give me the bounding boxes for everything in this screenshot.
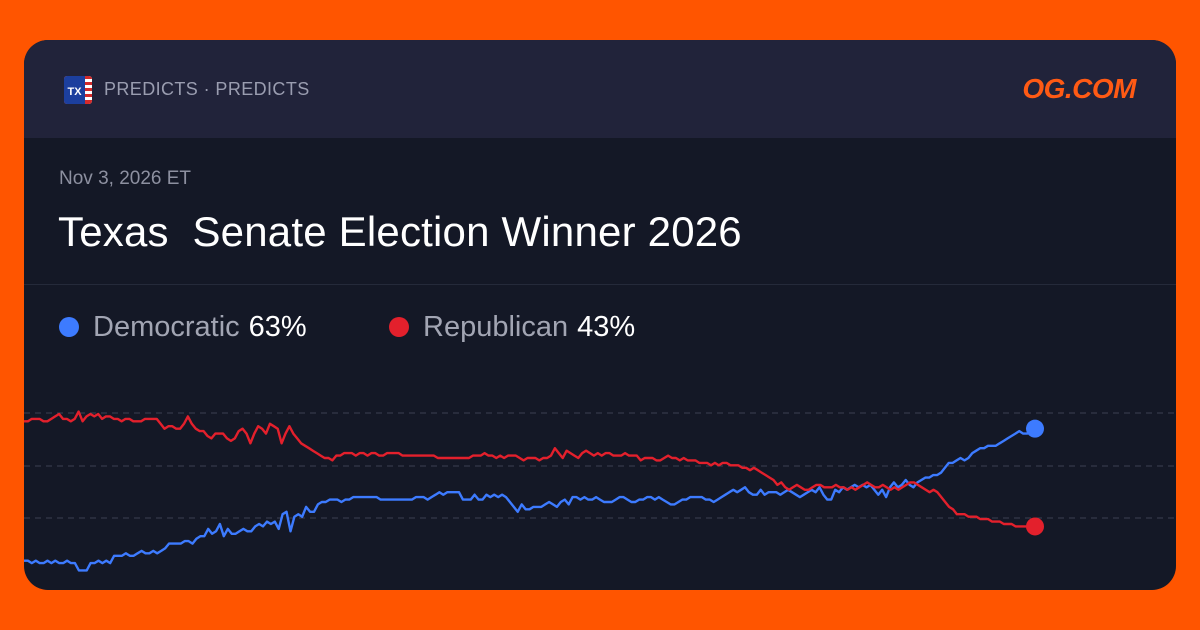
republican-value: 43% xyxy=(577,310,636,343)
republican-dot-icon xyxy=(389,317,409,337)
legend-republican: Republican 43% xyxy=(389,310,635,344)
democratic-series-line xyxy=(24,427,1036,572)
legend-democratic: Democratic 63% xyxy=(59,310,307,344)
democratic-value: 63% xyxy=(248,310,307,343)
democratic-endpoint xyxy=(1026,419,1044,438)
republican-label: Republican xyxy=(423,310,569,343)
republican-series-line xyxy=(24,410,1035,528)
price-history-chart[interactable] xyxy=(24,370,1176,590)
card-header: TX PREDICTS · PREDICTS OG.COM xyxy=(24,40,1176,138)
democratic-dot-icon xyxy=(59,317,79,337)
og-logo[interactable]: OG.COM xyxy=(1022,73,1136,104)
market-card[interactable]: TX PREDICTS · PREDICTS OG.COM Nov 3, 202… xyxy=(24,40,1176,590)
brand-label: PREDICTS · PREDICTS xyxy=(104,79,310,99)
divider xyxy=(24,284,1176,285)
market-date: Nov 3, 2026 ET xyxy=(59,168,192,189)
democratic-label: Democratic xyxy=(93,310,240,343)
market-title: Texas Senate Election Winner 2026 xyxy=(58,208,742,255)
texas-flag-icon: TX xyxy=(64,76,92,104)
flag-label: TX xyxy=(67,86,82,98)
republican-endpoint xyxy=(1026,517,1044,536)
